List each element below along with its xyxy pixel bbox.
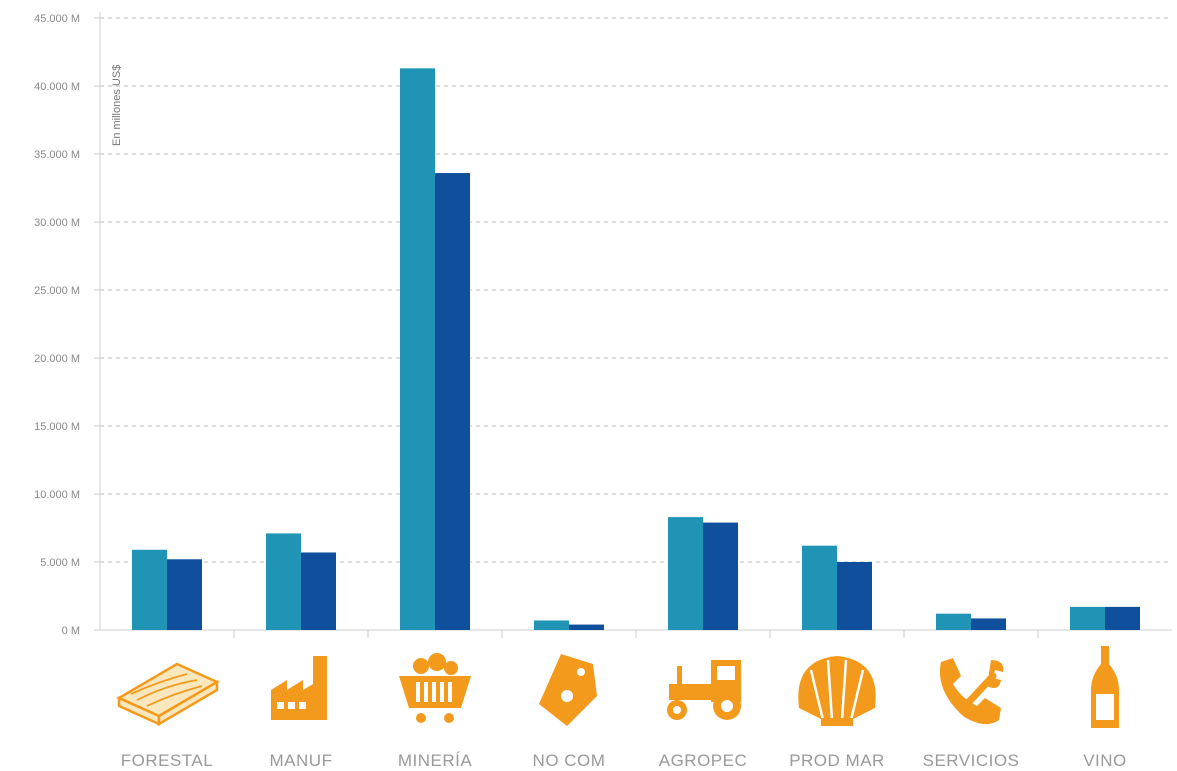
bar-1-no-com [534,620,569,630]
bar-1-vino [1070,606,1105,630]
bar-2-prod-mar [837,562,872,630]
bar-1-agropec [668,517,703,630]
bar-1-servicios [936,613,971,630]
x-category-label: FORESTAL [121,751,213,770]
y-tick-label: 40.000 M [34,81,80,93]
wood-plank-icon [116,662,220,727]
bar-2-no-com [569,624,604,630]
x-category-label: VINO [1083,751,1127,770]
bar-2-servicios [971,618,1006,630]
grid-lines [94,17,1172,631]
y-tick-label: 15.000 M [34,421,80,433]
axes [94,12,1172,638]
y-tick-label: 5.000 M [40,557,80,569]
y-tick-labels: 0 M 5.000 M 10.000 M 15.000 M 20.000 M 25.000… [34,13,80,637]
x-category-label: SERVICIOS [923,751,1020,770]
y-tick-label: 25.000 M [34,285,80,297]
bar-2-minería [435,173,470,631]
category-labels: FORESTAL MANUF MINERÍA NO COM AGROPEC PROD MA… [121,751,1127,770]
factory-icon [271,656,327,720]
y-tick-label: 10.000 M [34,489,80,501]
bar-1-minería [400,68,435,630]
y-axis-label: En millones US$ [111,65,123,146]
bar-1-forestal [132,549,167,630]
x-category-label: MINERÍA [398,751,473,770]
bar-2-agropec [703,522,738,630]
bar-1-manuf [266,533,301,630]
bar-2-manuf [301,552,336,630]
wine-bottle-icon [1091,646,1119,728]
y-tick-label: 35.000 M [34,149,80,161]
y-tick-label: 0 M [62,625,80,637]
x-category-label: MANUF [270,751,333,770]
price-tag-icon [539,654,597,726]
y-tick-label: 45.000 M [34,13,80,25]
bar-2-forestal [167,559,202,630]
y-tick-label: 30.000 M [34,217,80,229]
seashell-icon [798,656,876,726]
bars [132,68,1140,631]
bar-1-prod-mar [802,545,837,630]
x-category-label: AGROPEC [659,751,748,770]
bar-2-vino [1105,606,1140,630]
x-category-label: PROD MAR [789,751,885,770]
tractor-icon [667,660,741,720]
phone-wrench-icon [939,658,1004,725]
mining-cart-icon [399,653,471,723]
category-icons [116,646,1119,728]
x-category-label: NO COM [533,751,606,770]
y-tick-label: 20.000 M [34,353,80,365]
